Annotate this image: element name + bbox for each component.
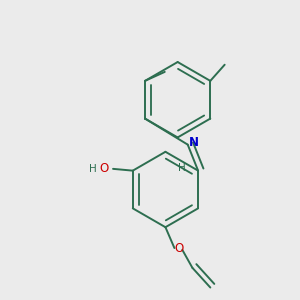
Text: N: N [189, 136, 199, 149]
Text: H: H [178, 163, 186, 173]
Text: H: H [89, 164, 97, 174]
Text: O: O [174, 242, 183, 254]
Text: O: O [100, 162, 109, 176]
